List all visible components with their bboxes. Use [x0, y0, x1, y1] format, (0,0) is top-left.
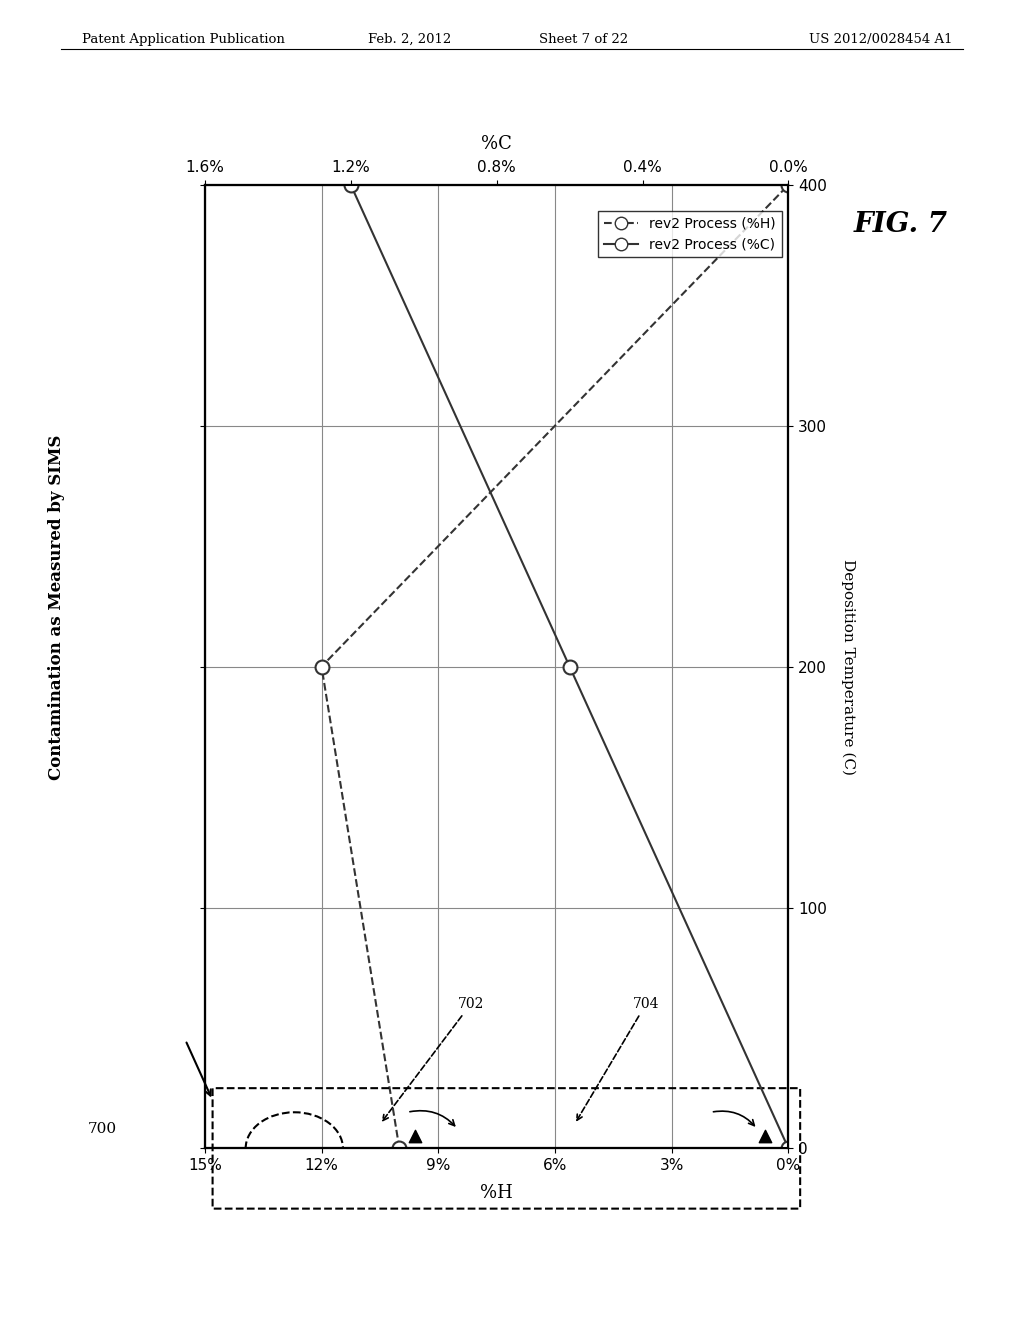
X-axis label: %H: %H — [480, 1184, 513, 1203]
Legend: rev2 Process (%H), rev2 Process (%C): rev2 Process (%H), rev2 Process (%C) — [598, 211, 781, 257]
Y-axis label: Deposition Temperature (C): Deposition Temperature (C) — [841, 558, 855, 775]
Text: FIG. 7: FIG. 7 — [854, 211, 948, 238]
Text: Contamination as Measured by SIMS: Contamination as Measured by SIMS — [48, 434, 65, 780]
Point — [757, 1126, 773, 1147]
Text: 700: 700 — [88, 1122, 117, 1135]
X-axis label: %C: %C — [481, 135, 512, 153]
Text: US 2012/0028454 A1: US 2012/0028454 A1 — [809, 33, 952, 46]
Text: Sheet 7 of 22: Sheet 7 of 22 — [539, 33, 629, 46]
Text: Feb. 2, 2012: Feb. 2, 2012 — [368, 33, 452, 46]
Text: 702: 702 — [383, 997, 484, 1121]
Point — [407, 1126, 423, 1147]
Text: 704: 704 — [577, 997, 659, 1121]
Text: Patent Application Publication: Patent Application Publication — [82, 33, 285, 46]
